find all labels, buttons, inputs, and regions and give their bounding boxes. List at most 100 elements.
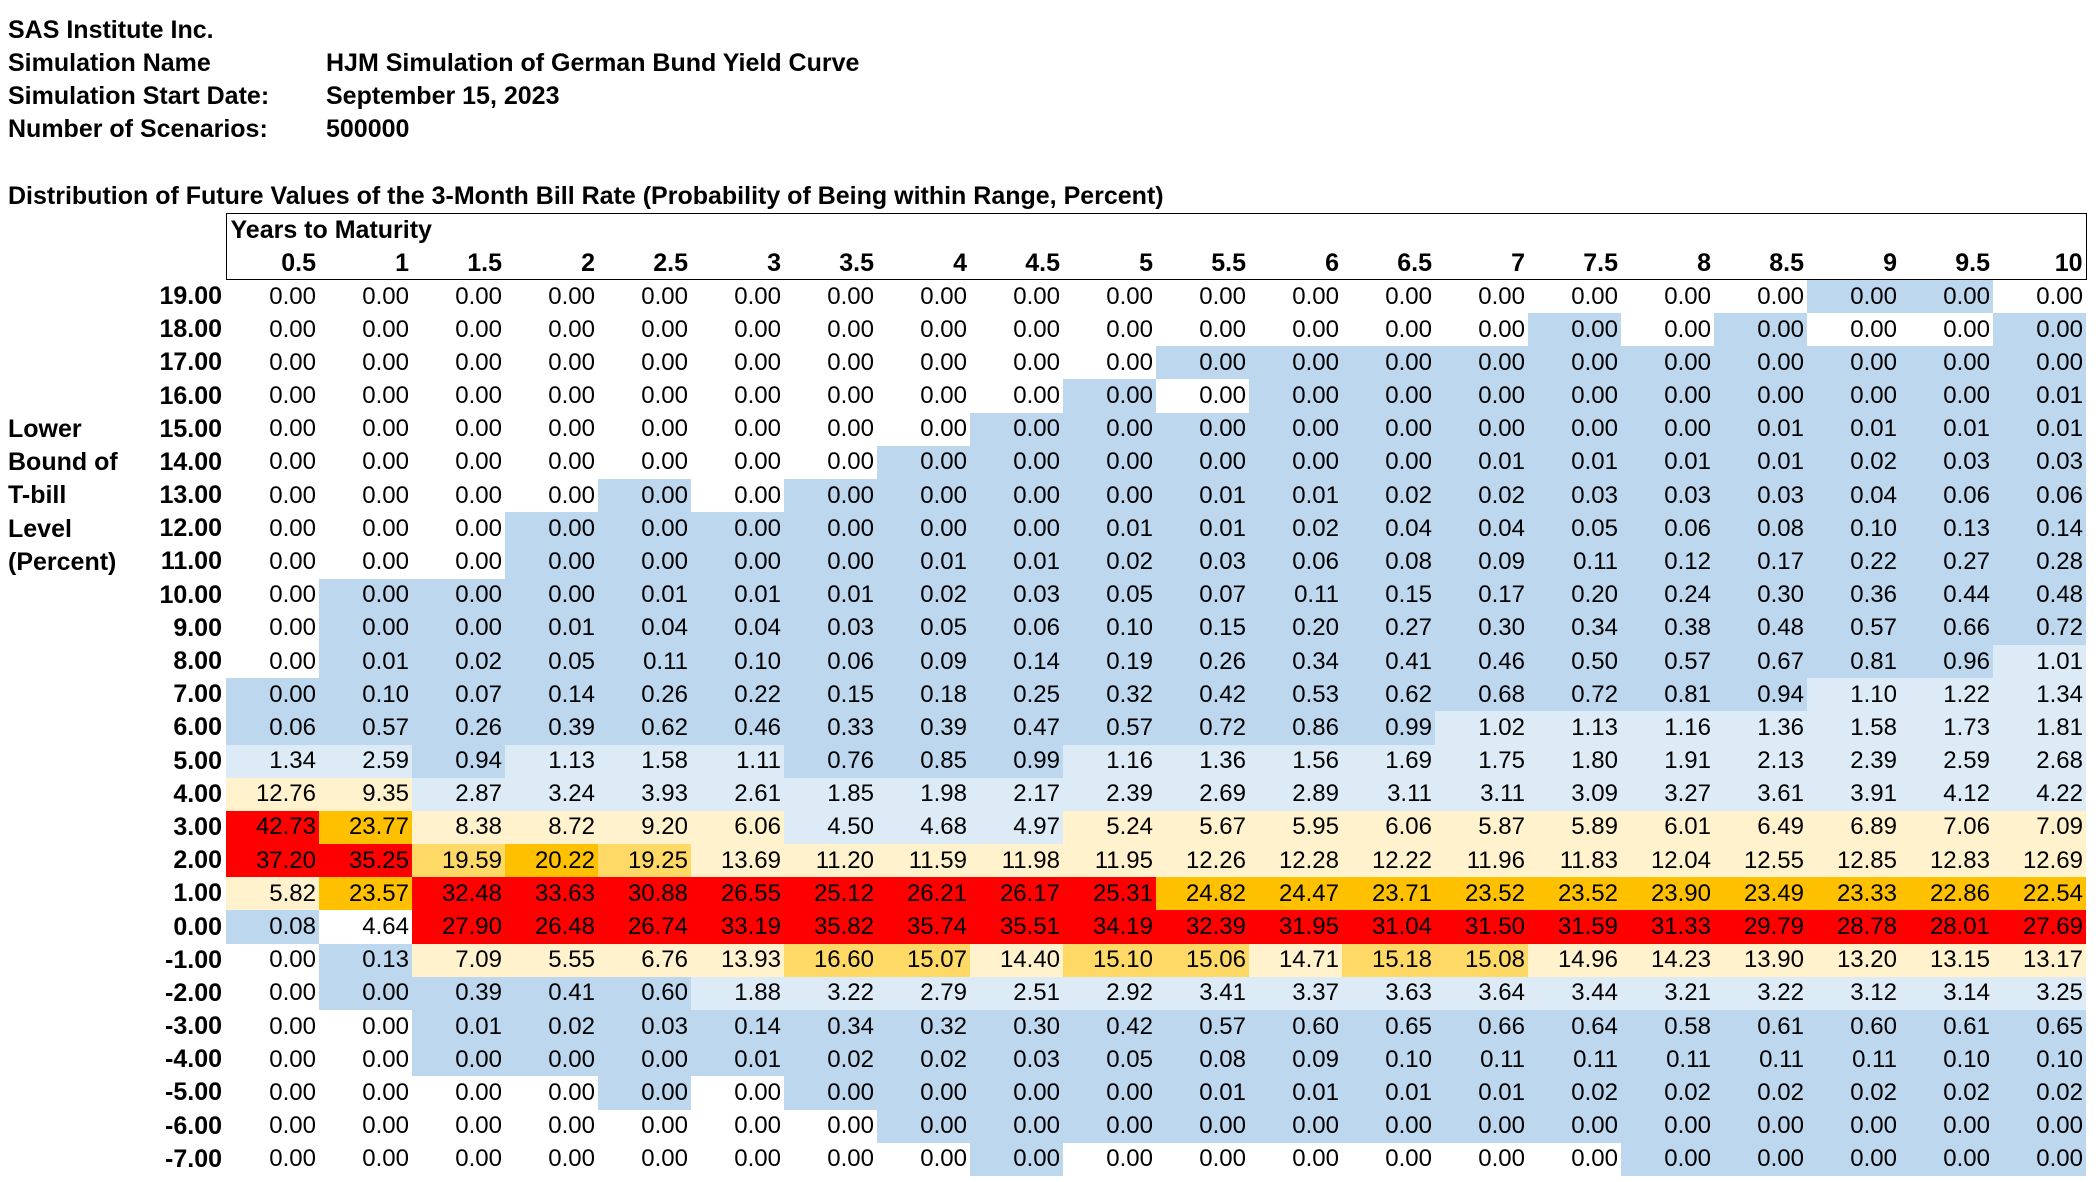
table-cell: 0.00	[691, 1142, 784, 1176]
table-cell: 0.10	[1807, 512, 1900, 546]
table-cell: 0.00	[412, 279, 505, 314]
table-cell: 11.83	[1528, 844, 1621, 878]
table-cell: 0.00	[505, 412, 598, 446]
table-cell: 0.00	[784, 1142, 877, 1176]
table-cell: 0.60	[598, 976, 691, 1010]
table-cell: 0.00	[319, 545, 412, 579]
table-cell: 35.51	[970, 910, 1063, 944]
table-cell: 0.10	[319, 678, 412, 712]
table-cell: 6.06	[1342, 810, 1435, 845]
table-cell: 31.04	[1342, 910, 1435, 944]
table-cell: 0.00	[1156, 445, 1249, 479]
column-header: 8.5	[1714, 246, 1807, 281]
table-cell: 1.16	[1063, 744, 1156, 778]
table-row: 5.00 1.34 2.59 0.94 1.13 1.58 1.11 0.76 0.85 0.99…	[130, 744, 2086, 778]
table-row: 7.00 0.00 0.10 0.07 0.14 0.26 0.22 0.15 0.18 0.25…	[130, 678, 2086, 712]
table-cell: 0.01	[1156, 512, 1249, 546]
table-cell: 0.14	[970, 644, 1063, 679]
table-cell: 0.38	[1621, 611, 1714, 645]
table-cell: 0.00	[226, 976, 319, 1010]
table-cell: 0.01	[319, 644, 412, 679]
column-header: 1	[319, 246, 412, 281]
table-cell: 1.13	[505, 744, 598, 778]
table-cell: 1.91	[1621, 744, 1714, 778]
table-cell: 0.20	[1528, 578, 1621, 612]
table-cell: 0.76	[784, 744, 877, 778]
table-cell: 0.00	[412, 1076, 505, 1110]
table-cell: 0.08	[1342, 545, 1435, 579]
table-cell: 0.50	[1528, 644, 1621, 679]
table-cell: 0.00	[598, 1043, 691, 1077]
table-cell: 0.02	[784, 1043, 877, 1077]
row-label: 8.00	[173, 647, 222, 676]
table-cell: 9.20	[598, 810, 691, 845]
table-cell: 12.04	[1621, 844, 1714, 878]
table-cell: 12.83	[1900, 844, 1993, 878]
table-cell: 0.00	[1621, 346, 1714, 380]
table-cell: 0.12	[1621, 545, 1714, 579]
table-cell: 1.02	[1435, 711, 1528, 745]
table-cell: 0.00	[1249, 379, 1342, 413]
table-cell: 0.00	[1063, 445, 1156, 479]
table-cell: 0.00	[598, 1109, 691, 1143]
table-cell: 0.04	[691, 611, 784, 645]
table-cell: 0.06	[1249, 545, 1342, 579]
table-cell: 0.00	[877, 412, 970, 446]
table-cell: 0.06	[1621, 512, 1714, 546]
table-cell: 0.27	[1342, 611, 1435, 645]
table-cell: 7.06	[1900, 810, 1993, 845]
table-cell: 0.26	[412, 711, 505, 745]
table-cell: 0.30	[970, 1010, 1063, 1044]
table-cell: 0.00	[226, 1043, 319, 1077]
table-cell: 0.27	[1900, 545, 1993, 579]
table-cell: 0.10	[691, 644, 784, 679]
table-cell: 0.86	[1249, 711, 1342, 745]
table-cell: 0.03	[598, 1010, 691, 1044]
table-cell: 0.00	[970, 479, 1063, 513]
table-cell: 25.12	[784, 877, 877, 911]
table-cell: 0.02	[1435, 479, 1528, 513]
table-cell: 0.10	[1900, 1043, 1993, 1077]
table-row: 8.00 0.00 0.01 0.02 0.05 0.11 0.10 0.06 0.09 0.14…	[130, 644, 2086, 679]
table-cell: 0.10	[1342, 1043, 1435, 1077]
table-cell: 0.00	[1807, 1142, 1900, 1176]
table-row: -3.00 0.00 0.00 0.01 0.02 0.03 0.14 0.34 0.32 0.3…	[130, 1010, 2086, 1044]
table-cell: 0.65	[1993, 1010, 2086, 1044]
table-cell: 3.27	[1621, 777, 1714, 811]
table-cell: 28.78	[1807, 910, 1900, 944]
table-cell: 35.25	[319, 844, 412, 878]
table-cell: 0.00	[1156, 313, 1249, 347]
table-cell: 0.00	[319, 578, 412, 612]
table-cell: 0.08	[226, 910, 319, 944]
table-cell: 0.11	[1714, 1043, 1807, 1077]
table-cell: 0.00	[1621, 412, 1714, 446]
table-row: 0.00 0.08 4.64 27.90 26.48 26.74 33.19 35.82 35.…	[130, 910, 2086, 944]
table-cell: 0.34	[784, 1010, 877, 1044]
table-cell: 0.05	[877, 611, 970, 645]
table-cell: 20.22	[505, 844, 598, 878]
table-cell: 0.00	[319, 1109, 412, 1143]
table-cell: 0.02	[877, 578, 970, 612]
table-cell: 2.13	[1714, 744, 1807, 778]
table-cell: 0.00	[877, 1142, 970, 1176]
table-cell: 1.58	[1807, 711, 1900, 745]
table-cell: 0.00	[1435, 1109, 1528, 1143]
table-cell: 1.16	[1621, 711, 1714, 745]
table-cell: 0.06	[970, 611, 1063, 645]
table-cell: 0.66	[1900, 611, 1993, 645]
table-cell: 0.03	[970, 578, 1063, 612]
table-cell: 0.15	[1156, 611, 1249, 645]
table-cell: 0.09	[877, 644, 970, 679]
table-cell: 0.19	[1063, 644, 1156, 679]
table-cell: 0.00	[319, 279, 412, 314]
table-cell: 4.22	[1993, 777, 2086, 811]
table-cell: 1.11	[691, 744, 784, 778]
table-cell: 0.00	[598, 279, 691, 314]
table-cell: 0.00	[1156, 279, 1249, 314]
table-row: 6.00 0.06 0.57 0.26 0.39 0.62 0.46 0.33 0.39 0.47…	[130, 711, 2086, 745]
table-cell: 0.00	[1063, 479, 1156, 513]
row-label: 14.00	[159, 447, 222, 476]
table-cell: 0.00	[1621, 1109, 1714, 1143]
table-cell: 0.00	[226, 644, 319, 679]
table-cell: 0.00	[784, 279, 877, 314]
